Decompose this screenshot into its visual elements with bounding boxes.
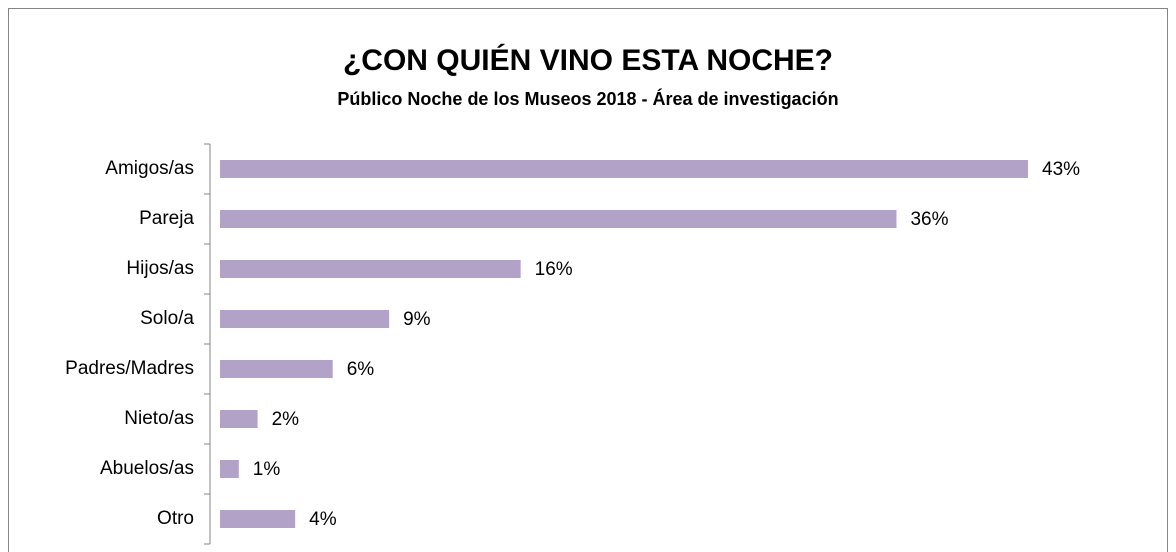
bar bbox=[220, 210, 897, 228]
bar bbox=[220, 310, 390, 328]
value-label: 4% bbox=[309, 509, 337, 530]
y-tick-label: Amigos/as bbox=[105, 158, 194, 179]
y-tick-label: Abuelos/as bbox=[100, 458, 194, 479]
y-tick-label: Hijos/as bbox=[126, 258, 194, 279]
y-tick-label: Solo/a bbox=[140, 308, 194, 329]
chart-frame bbox=[8, 8, 1168, 552]
value-label: 1% bbox=[253, 459, 281, 480]
y-tick-label: Nieto/as bbox=[124, 408, 194, 429]
value-label: 43% bbox=[1042, 159, 1080, 180]
value-label: 9% bbox=[403, 309, 431, 330]
chart-subtitle: Público Noche de los Museos 2018 - Área … bbox=[337, 88, 838, 109]
value-label: 6% bbox=[347, 359, 375, 380]
chart-title: ¿CON QUIÉN VINO ESTA NOCHE? bbox=[343, 43, 833, 77]
bar bbox=[220, 460, 239, 478]
bar bbox=[220, 260, 521, 278]
bar bbox=[220, 410, 258, 428]
value-label: 2% bbox=[272, 409, 300, 430]
value-label: 36% bbox=[910, 209, 948, 230]
y-tick-label: Otro bbox=[157, 508, 194, 529]
y-tick-label: Pareja bbox=[139, 208, 194, 229]
bar bbox=[220, 160, 1028, 178]
bar bbox=[220, 510, 296, 528]
bar bbox=[220, 360, 333, 378]
y-tick-label: Padres/Madres bbox=[65, 358, 194, 379]
value-label: 16% bbox=[535, 259, 573, 280]
